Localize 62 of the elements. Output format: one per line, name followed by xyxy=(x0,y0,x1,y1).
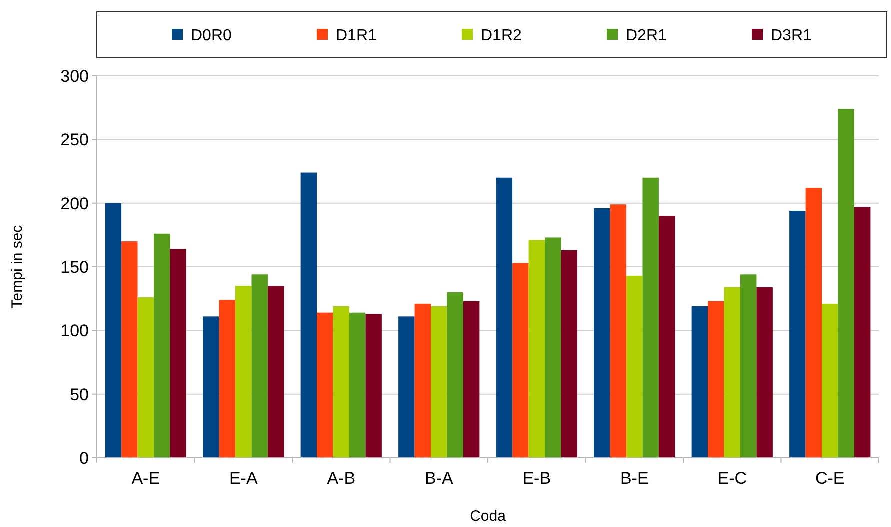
bar xyxy=(610,204,627,458)
x-tick-label: A-B xyxy=(327,469,356,488)
bar xyxy=(122,242,138,458)
legend-label: D1R1 xyxy=(336,28,378,45)
bar xyxy=(349,312,366,458)
bar xyxy=(463,301,480,458)
bar xyxy=(756,287,773,458)
y-tick-label: 200 xyxy=(60,194,89,214)
legend-label: D1R2 xyxy=(481,28,522,45)
y-tick-label: 50 xyxy=(70,385,89,404)
bar xyxy=(105,203,122,458)
bar xyxy=(268,286,284,458)
bar xyxy=(203,316,220,458)
bar xyxy=(544,238,562,458)
bar xyxy=(626,276,643,458)
y-tick-label: 0 xyxy=(80,448,89,468)
legend-label: D0R0 xyxy=(191,28,232,45)
y-axis-title: Tempi in sec xyxy=(9,224,26,309)
bar xyxy=(658,216,676,458)
x-tick-label: A-E xyxy=(132,469,160,488)
bar xyxy=(414,304,432,458)
bar xyxy=(790,210,806,458)
y-tick-label: 250 xyxy=(60,130,89,150)
bar xyxy=(366,314,382,458)
x-tick-label: E-B xyxy=(522,469,552,488)
bar xyxy=(692,306,708,458)
bar xyxy=(708,301,724,458)
bar xyxy=(594,208,610,458)
x-axis-title: Coda xyxy=(470,508,507,525)
y-tick-label: 100 xyxy=(60,322,89,341)
bar xyxy=(561,250,578,458)
bar xyxy=(512,263,529,458)
x-tick-label: C-E xyxy=(815,469,845,488)
bar xyxy=(838,109,854,458)
y-tick-label: 150 xyxy=(60,258,89,277)
bar xyxy=(806,188,822,458)
bar xyxy=(724,287,740,458)
bar xyxy=(854,207,871,458)
bar xyxy=(740,274,757,458)
bar xyxy=(447,292,464,458)
bar xyxy=(170,249,186,458)
bar xyxy=(236,286,252,458)
bar xyxy=(219,300,236,458)
x-tick-label: B-E xyxy=(620,469,649,488)
bar xyxy=(431,306,448,458)
bar xyxy=(642,178,659,458)
bar xyxy=(252,274,268,458)
bar xyxy=(398,316,415,458)
x-tick-label: B-A xyxy=(424,469,454,488)
bar xyxy=(822,304,838,458)
bar xyxy=(528,240,545,458)
bar xyxy=(496,178,513,458)
bar xyxy=(300,172,318,458)
bar xyxy=(154,234,170,458)
y-tick-label: 300 xyxy=(60,66,89,86)
bar xyxy=(317,312,334,458)
bar xyxy=(138,298,154,458)
bar xyxy=(333,306,350,458)
x-tick-label: E-A xyxy=(229,469,258,488)
legend-label: D3R1 xyxy=(771,28,812,45)
x-tick-label: E-C xyxy=(718,469,748,488)
legend-label: D2R1 xyxy=(626,28,668,45)
